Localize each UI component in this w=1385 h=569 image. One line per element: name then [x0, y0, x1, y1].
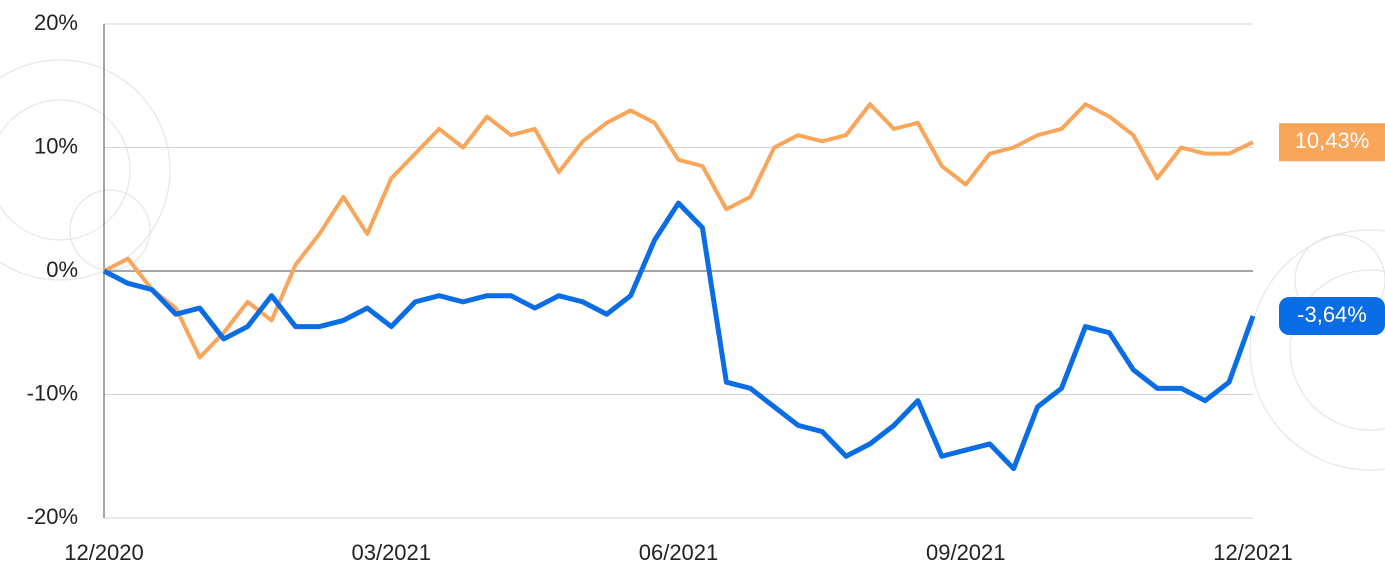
y-tick-label: -20%	[27, 504, 78, 529]
series-line	[102, 200, 1256, 472]
y-tick-label: 20%	[34, 10, 78, 35]
x-tick-label: 12/2021	[1213, 540, 1293, 565]
x-tick-label: 09/2021	[926, 540, 1006, 565]
y-tick-label: -10%	[27, 380, 78, 405]
end-label: 10,43%	[1295, 128, 1370, 153]
end-label-box	[1279, 296, 1385, 335]
y-tick-label: 10%	[34, 133, 78, 158]
background-decoration	[0, 59, 1385, 471]
end-label-box	[1279, 123, 1385, 162]
x-tick-label: 06/2021	[639, 540, 719, 565]
end-label: -3,64%	[1297, 302, 1367, 327]
series-line	[103, 102, 1254, 360]
x-tick-label: 12/2020	[64, 540, 144, 565]
x-tick-label: 03/2021	[351, 540, 431, 565]
y-tick-label: 0%	[46, 257, 78, 282]
